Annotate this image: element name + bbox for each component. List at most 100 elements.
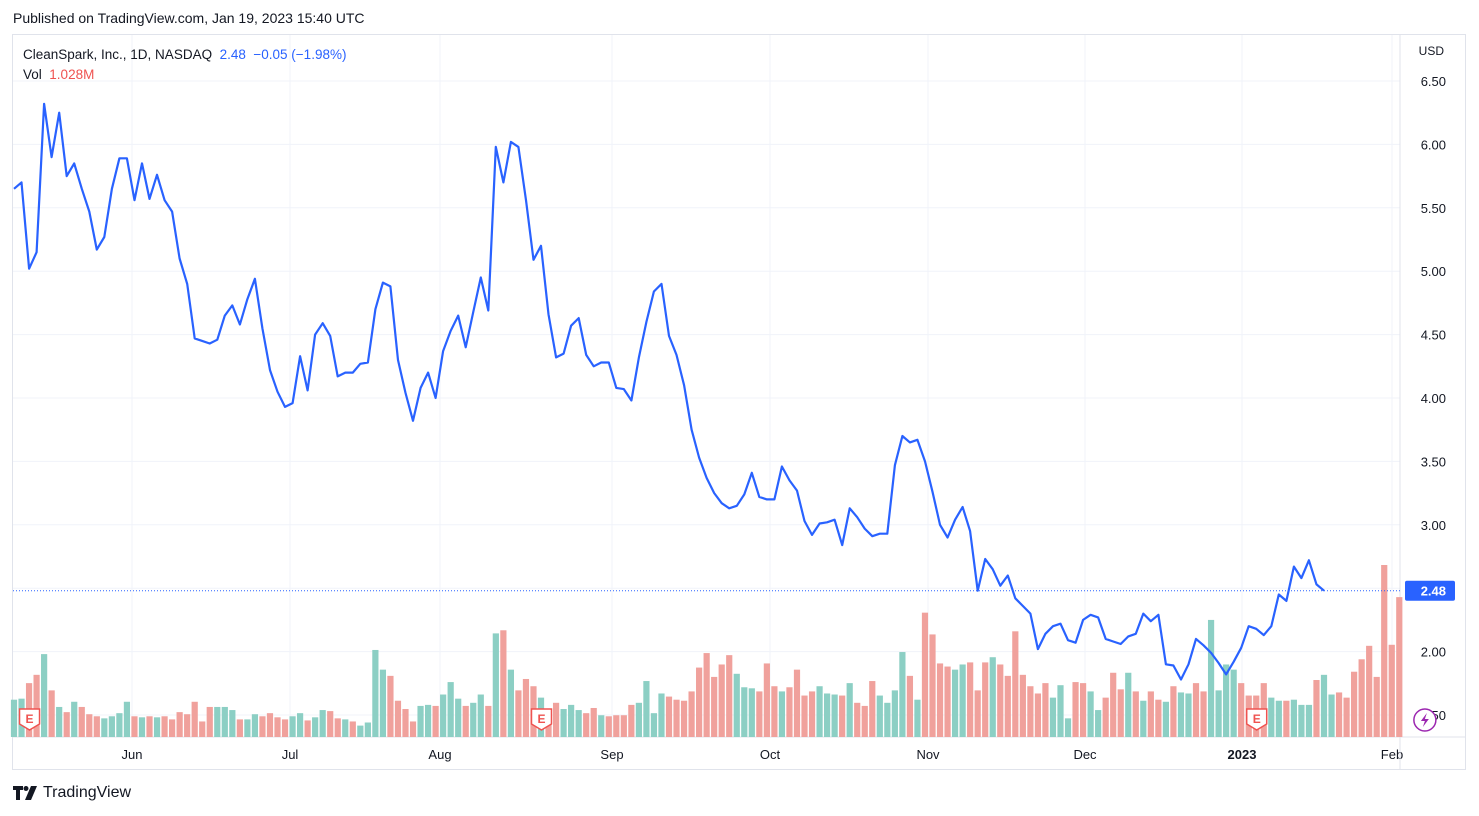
y-tick-label: 6.50 xyxy=(1421,74,1446,89)
volume-bar xyxy=(839,695,846,737)
earnings-e-icon[interactable] xyxy=(530,708,553,731)
volume-bar xyxy=(1132,691,1139,737)
volume-bar xyxy=(342,719,349,737)
volume-bar xyxy=(48,690,55,737)
volume-bar xyxy=(658,693,665,737)
volume-bar xyxy=(951,669,959,737)
chart-frame[interactable] xyxy=(12,34,1466,770)
volume-bar xyxy=(1200,691,1207,737)
volume-bar xyxy=(56,706,63,737)
tradingview-logo-icon xyxy=(13,786,37,800)
earnings-e-icon-glyph: E xyxy=(537,712,545,726)
y-tick-label: 3.50 xyxy=(1421,454,1446,469)
volume-bar xyxy=(387,675,394,737)
volume-bar xyxy=(492,633,499,737)
volume-bar xyxy=(1396,597,1403,737)
volume-bar xyxy=(598,715,605,737)
volume-bar xyxy=(236,719,243,737)
volume-bar xyxy=(1381,565,1388,737)
volume-bar xyxy=(680,700,688,737)
volume-bar xyxy=(1027,686,1034,737)
footer-brand[interactable]: TradingView xyxy=(13,784,131,802)
volume-bar xyxy=(974,690,981,737)
volume-bar xyxy=(1034,693,1042,737)
volume-bar xyxy=(989,657,996,737)
volume-bar xyxy=(982,662,989,737)
volume-bar xyxy=(10,699,18,737)
y-tick-label: 6.00 xyxy=(1421,137,1446,152)
volume-bar xyxy=(447,682,454,737)
volume-bar xyxy=(1057,685,1064,737)
volume-bar xyxy=(1373,676,1380,737)
y-tick-label: 2.00 xyxy=(1421,645,1446,660)
volume-bar xyxy=(485,705,492,737)
volume-bar xyxy=(251,714,259,737)
volume-value: 1.028M xyxy=(49,67,95,82)
volume-bar xyxy=(169,719,176,737)
last-price-tag-label: 2.48 xyxy=(1421,584,1446,599)
volume-bar xyxy=(711,676,718,737)
volume-bar xyxy=(1305,704,1313,737)
volume-bar xyxy=(1162,701,1169,737)
volume-bar xyxy=(583,713,590,737)
volume-bar xyxy=(1177,692,1185,737)
volume-bar xyxy=(763,663,770,737)
earnings-e-icon-glyph: E xyxy=(26,712,34,726)
volume-bar xyxy=(1343,697,1350,737)
volume-bar xyxy=(409,721,417,737)
volume-bar xyxy=(1275,700,1282,737)
volume-bar xyxy=(756,691,763,737)
volume-bar xyxy=(831,694,838,737)
volume-bar xyxy=(296,713,304,737)
x-tick-label: 2023 xyxy=(1228,747,1257,762)
volume-bar xyxy=(590,707,597,737)
volume-bar xyxy=(184,714,191,737)
volume-bar xyxy=(221,706,228,737)
earnings-e-icon-glyph: E xyxy=(1253,712,1261,726)
volume-bar xyxy=(477,694,484,737)
volume-bar xyxy=(455,698,462,737)
volume-bar xyxy=(1095,710,1102,737)
volume-bar xyxy=(274,717,281,737)
volume-bar xyxy=(786,687,793,737)
volume-bar xyxy=(967,662,974,737)
volume-bar xyxy=(869,681,876,737)
symbol-label: CleanSpark, Inc., 1D, NASDAQ xyxy=(23,47,213,62)
volume-bar xyxy=(372,649,379,737)
earnings-e-icon[interactable] xyxy=(18,708,41,731)
volume-bar xyxy=(726,655,733,737)
volume-bar xyxy=(673,699,680,737)
volume-bar xyxy=(808,691,816,737)
volume-bar xyxy=(778,691,786,737)
published-caption: Published on TradingView.com, Jan 19, 20… xyxy=(13,10,365,26)
volume-bar xyxy=(440,694,447,737)
lightning-bolt-shape xyxy=(1420,713,1429,727)
volume-bar xyxy=(266,713,274,737)
volume-bar xyxy=(334,718,341,737)
volume-bar xyxy=(620,715,627,737)
currency-label: USD xyxy=(1419,44,1445,58)
volume-bar xyxy=(131,716,138,737)
volume-bar xyxy=(906,675,914,737)
volume-bar xyxy=(244,719,251,737)
y-tick-label: 5.00 xyxy=(1421,264,1446,279)
volume-bar xyxy=(1102,697,1109,737)
volume-bar xyxy=(575,710,582,737)
volume-bar xyxy=(1125,672,1132,737)
volume-bar xyxy=(613,715,620,737)
volume-bar xyxy=(1012,631,1019,737)
earnings-e-icon[interactable] xyxy=(1245,708,1268,731)
volume-bar xyxy=(116,713,123,737)
volume-bar xyxy=(1313,680,1320,737)
price-line[interactable] xyxy=(13,102,1325,681)
volume-bar xyxy=(424,704,432,737)
volume-bar xyxy=(71,701,78,737)
chart-legend: CleanSpark, Inc., 1D, NASDAQ 2.48 −0.05 … xyxy=(23,45,346,85)
volume-bar xyxy=(718,664,725,737)
volume-bar xyxy=(108,716,115,737)
volume-bar xyxy=(1064,718,1072,737)
volume-bar xyxy=(816,686,823,737)
volume-bar xyxy=(1335,692,1343,737)
volume-bar xyxy=(78,706,85,737)
